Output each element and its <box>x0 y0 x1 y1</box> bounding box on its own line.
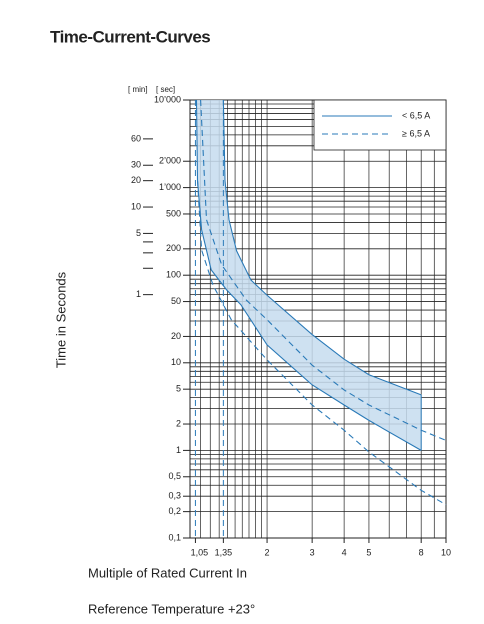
y-tick-label: 10’000 <box>154 94 181 104</box>
y2-tick-label: 60 <box>131 133 141 143</box>
legend-label: ≥ 6,5 A <box>402 128 430 138</box>
curve <box>200 99 447 441</box>
y-tick-label: 500 <box>166 208 181 218</box>
x-tick-label: 10 <box>441 547 451 557</box>
x-tick-label: 4 <box>342 547 347 557</box>
y-axis-label: Time in Seconds <box>53 271 68 368</box>
legend-box <box>313 99 447 151</box>
y2-unit-label: [ min] <box>128 85 148 94</box>
x-axis-label: Multiple of Rated Current In <box>88 565 247 580</box>
y-tick-label: 50 <box>171 296 181 306</box>
y-tick-label: 1’000 <box>159 182 181 192</box>
x-tick-label: 8 <box>419 547 424 557</box>
band-area <box>196 100 422 451</box>
y-tick-label: 1 <box>176 445 181 455</box>
y-tick-label: 200 <box>166 243 181 253</box>
y-tick-label: 0,1 <box>168 532 181 542</box>
y2-tick-label: 5 <box>136 228 141 238</box>
curve <box>196 180 447 506</box>
y-tick-label: 100 <box>166 270 181 280</box>
y-tick-label: 10 <box>171 357 181 367</box>
chart-title: Time-Current-Curves <box>50 27 210 46</box>
legend-label: < 6,5 A <box>402 110 430 120</box>
footnote: Reference Temperature +23° <box>88 601 255 616</box>
y-tick-label: 0,3 <box>168 491 181 501</box>
y-tick-label: 0,2 <box>168 506 181 516</box>
y2-tick-label: 30 <box>131 160 141 170</box>
y-tick-label: 2 <box>176 418 181 428</box>
curve <box>222 99 422 396</box>
y2-tick-label: 1 <box>136 289 141 299</box>
y-tick-label: 0,5 <box>168 471 181 481</box>
y-unit-label: [ sec] <box>156 85 175 94</box>
x-tick-label: 3 <box>310 547 315 557</box>
plot-frame <box>189 99 447 539</box>
curve <box>195 99 422 451</box>
y2-tick-label: 10 <box>131 201 141 211</box>
x-tick-label: 1,05 <box>191 547 209 557</box>
y2-tick-label: 20 <box>131 175 141 185</box>
x-tick-label: 5 <box>366 547 371 557</box>
y-tick-label: 20 <box>171 331 181 341</box>
x-tick-label: 1,35 <box>215 547 233 557</box>
y-tick-label: 2’000 <box>159 156 181 166</box>
y-tick-label: 5 <box>176 384 181 394</box>
x-tick-label: 2 <box>265 547 270 557</box>
